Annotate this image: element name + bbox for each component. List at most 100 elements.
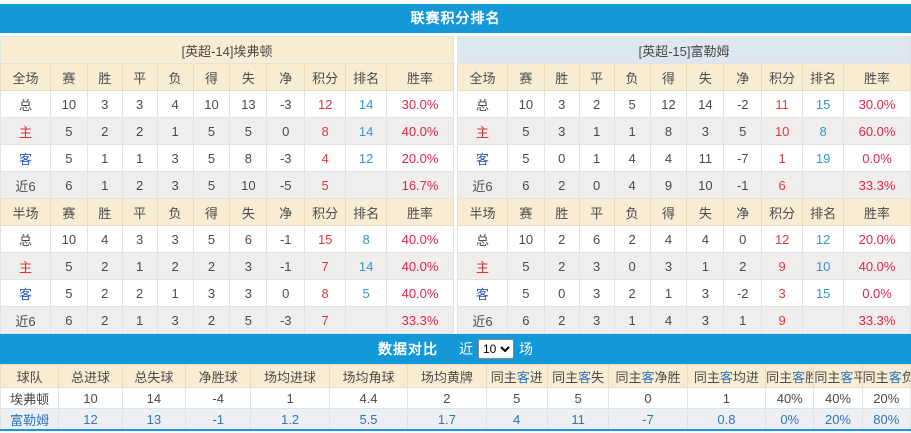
rank-cell: 8 — [802, 117, 845, 145]
rate-cell: 33.3% — [843, 171, 911, 199]
compare-cell: -7 — [608, 408, 688, 431]
header-char: 净 — [654, 369, 668, 385]
rate-cell: 60.0% — [843, 117, 911, 145]
stat-cell: 10 — [49, 225, 88, 253]
compare-cell: 1.2 — [250, 408, 330, 431]
stat-row: 主 5 3 1 1 8 3 5 10 8 60.0% — [457, 117, 911, 145]
stat-cell: 6 — [229, 225, 268, 253]
column-header: 总失球 — [121, 364, 187, 388]
team-name-cell: 富勒姆 — [0, 408, 60, 431]
rate-cell: 40.0% — [386, 117, 454, 145]
stat-cell: 3 — [686, 279, 725, 307]
stat-cell: 4 — [649, 306, 688, 334]
stat-cell: 10 — [686, 171, 725, 199]
points-cell: 15 — [304, 225, 347, 253]
header-char: 主 — [827, 369, 841, 385]
row-scope-label: 总 — [457, 90, 508, 118]
row-scope-label: 总 — [0, 225, 51, 253]
column-header: 同主客负 — [861, 364, 911, 388]
section-header-row: 半场赛胜平负得失净积分 排名 胜率 — [457, 198, 911, 226]
column-header: 全场 — [0, 63, 51, 91]
column-header: 失 — [229, 63, 268, 91]
stat-row: 客 5 2 2 1 3 3 0 8 5 40.0% — [0, 279, 454, 307]
stat-cell: 5 — [229, 306, 268, 334]
stat-cell: 11 — [686, 144, 725, 172]
stat-cell: 5 — [192, 171, 231, 199]
column-header: 赛 — [506, 63, 545, 91]
stat-row: 总 10 3 2 5 12 14 -2 11 15 30.0% — [457, 90, 911, 118]
row-scope-label: 近6 — [457, 306, 508, 334]
stat-cell: 4 — [649, 144, 688, 172]
column-header: 同主客胜 — [765, 364, 815, 388]
column-header: 平 — [121, 63, 158, 91]
compare-games-label: 场 — [519, 341, 533, 357]
compare-table: 球队 总进球 总失球 净胜球 场均进球 场均角球 场均黄牌 同主客进 同主客失 同主客净胜 同主客均… — [0, 364, 911, 431]
header-char: 主 — [706, 369, 720, 385]
rank-cell: 15 — [802, 90, 845, 118]
stat-cell: 2 — [86, 279, 123, 307]
row-scope-label: 总 — [457, 225, 508, 253]
away-char-highlight: 客 — [792, 369, 806, 385]
column-header: 积分 — [761, 198, 804, 226]
stat-cell: 5 — [49, 252, 88, 280]
compare-cell: 14 — [121, 387, 187, 409]
header-char: 主 — [779, 369, 793, 385]
stat-cell: 1 — [578, 144, 615, 172]
stat-cell: 3 — [578, 306, 615, 334]
column-header: 场均角球 — [328, 364, 409, 388]
stat-cell: 5 — [506, 144, 545, 172]
stat-cell: 5 — [506, 252, 545, 280]
stat-cell: -3 — [266, 144, 306, 172]
points-cell: 3 — [761, 279, 804, 307]
column-header: 胜率 — [386, 63, 454, 91]
league-tables: [英超-14]埃弗顿 全场赛胜平负得失净积分 排名 胜率总 10 3 3 4 10 13 -3 12 1… — [0, 36, 911, 334]
column-header: 失 — [229, 198, 268, 226]
stat-cell: -3 — [266, 306, 306, 334]
stat-cell: 5 — [229, 117, 268, 145]
rank-cell: 14 — [345, 117, 388, 145]
stat-cell: 5 — [192, 144, 231, 172]
stat-cell: -1 — [266, 225, 306, 253]
stat-cell: 1 — [156, 279, 194, 307]
stat-cell: 3 — [543, 90, 580, 118]
stat-cell: -1 — [723, 171, 763, 199]
stat-cell: 0 — [543, 279, 580, 307]
compare-cell: 4.4 — [328, 387, 409, 409]
row-scope-label: 主 — [457, 117, 508, 145]
column-header: 得 — [649, 63, 688, 91]
away-char-highlight: 客 — [840, 369, 854, 385]
games-count-select[interactable]: 10 — [478, 339, 514, 359]
stat-cell: 1 — [613, 117, 651, 145]
stat-cell: 1 — [86, 144, 123, 172]
header-char: 进 — [745, 369, 759, 385]
compare-cell: 40% — [813, 387, 863, 409]
team-table-right: [英超-15]富勒姆 全场赛胜平负得失净积分 排名 胜率总 10 3 2 5 12 14 -2 11 1… — [457, 36, 911, 334]
header-char: 同 — [490, 369, 504, 385]
compare-cell: 20% — [861, 387, 911, 409]
compare-cell: 1 — [250, 387, 330, 409]
column-header: 排名 — [802, 198, 845, 226]
stat-cell: 2 — [613, 279, 651, 307]
column-header: 场均黄牌 — [407, 364, 487, 388]
stat-cell: 6 — [578, 225, 615, 253]
column-header: 同主客平 — [813, 364, 863, 388]
stat-cell: 14 — [686, 90, 725, 118]
column-header: 排名 — [345, 198, 388, 226]
stat-cell: 0 — [266, 117, 306, 145]
stat-cell: 5 — [49, 117, 88, 145]
stat-cell: -2 — [723, 90, 763, 118]
rank-cell: 12 — [802, 225, 845, 253]
stat-cell: 2 — [723, 252, 763, 280]
stat-cell: 1 — [686, 252, 725, 280]
stat-cell: 5 — [49, 144, 88, 172]
header-char: 同 — [814, 369, 828, 385]
row-scope-label: 主 — [0, 117, 51, 145]
column-header: 积分 — [304, 63, 347, 91]
stat-cell: 13 — [229, 90, 268, 118]
row-scope-label: 客 — [0, 279, 51, 307]
points-cell: 11 — [761, 90, 804, 118]
stat-cell: 6 — [506, 171, 545, 199]
points-cell: 8 — [304, 279, 347, 307]
compare-cell: 11 — [546, 408, 610, 431]
column-header: 排名 — [802, 63, 845, 91]
